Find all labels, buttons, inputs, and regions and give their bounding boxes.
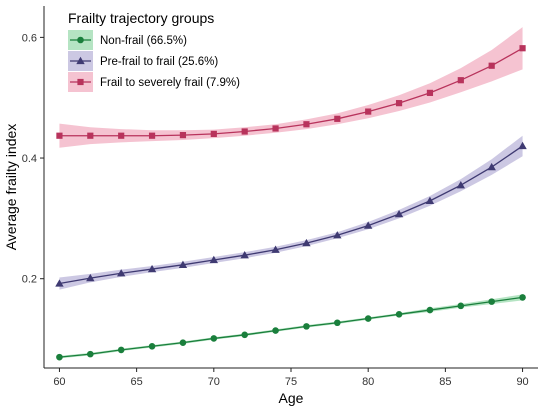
- data-point-series-2: [456, 180, 466, 189]
- x-tick-label: 65: [131, 376, 143, 388]
- data-point-series-2: [363, 221, 373, 229]
- series-line-1: [59, 296, 523, 358]
- data-point-series-1: [210, 335, 218, 342]
- data-point-series-3: [426, 89, 434, 96]
- data-point-series-2: [518, 141, 527, 150]
- data-point-series-1: [488, 298, 495, 305]
- data-point-series-1: [457, 302, 465, 310]
- data-point-series-1: [519, 294, 526, 301]
- data-point-series-1: [117, 346, 125, 354]
- data-point-series-1: [241, 331, 248, 339]
- data-point-series-2: [487, 162, 496, 171]
- data-point-series-2: [209, 255, 219, 264]
- data-point-series-1: [303, 323, 310, 330]
- data-point-series-2: [333, 231, 342, 239]
- axes: 60 65 70 75 80 85 90 0.2 0.4 0.6 Age Average fra…: [3, 6, 538, 406]
- x-axis-title: Age: [279, 390, 304, 406]
- confidence-band-series-2: [59, 135, 523, 290]
- data-point-series-3: [395, 100, 403, 107]
- series-line-3: [59, 47, 523, 137]
- x-tick-label: 90: [516, 376, 528, 388]
- y-ticks: 0.2 0.4 0.6: [22, 32, 44, 286]
- data-point-series-2: [86, 273, 95, 282]
- data-point-series-1: [87, 350, 94, 358]
- data-point-series-1: [426, 306, 434, 314]
- data-point-series-3: [210, 130, 217, 138]
- y-axis-title: Average frailty index: [3, 124, 19, 251]
- data-point-series-2: [425, 196, 435, 205]
- data-point-series-3: [303, 121, 310, 128]
- legend-key-marker-3: [77, 78, 84, 86]
- data-point-series-1: [364, 315, 372, 322]
- data-point-series-3: [488, 62, 495, 69]
- data-point-series-1: [334, 319, 341, 327]
- y-tick-label: 0.4: [22, 153, 37, 165]
- legend: Frailty trajectory groups Non-frail (66.…: [68, 10, 240, 92]
- confidence-band-series-1: [59, 294, 523, 359]
- y-tick-label: 0.6: [22, 32, 37, 44]
- data-point-series-1: [148, 342, 156, 350]
- data-point-series-2: [147, 264, 157, 273]
- data-point-series-3: [179, 132, 187, 139]
- data-point-series-2: [394, 209, 404, 218]
- data-point-series-2: [178, 260, 188, 268]
- legend-label-3: Frail to severely frail (7.9%): [100, 77, 240, 89]
- data-point-series-2: [271, 245, 280, 253]
- legend-key-marker-2: [76, 56, 85, 65]
- series-line-2: [59, 145, 523, 285]
- legend-title: Frailty trajectory groups: [68, 10, 214, 26]
- series-lines: [59, 47, 523, 358]
- legend-label-2: Pre-frail to frail (25.6%): [100, 56, 218, 68]
- data-point-series-3: [519, 45, 526, 52]
- y-tick-label: 0.2: [22, 274, 37, 286]
- data-point-series-2: [302, 238, 311, 247]
- x-tick-label: 60: [53, 376, 65, 388]
- data-point-series-2: [240, 250, 249, 259]
- x-tick-label: 85: [439, 376, 451, 388]
- data-point-series-3: [272, 125, 279, 132]
- data-point-series-1: [395, 311, 403, 318]
- data-point-series-1: [179, 339, 187, 346]
- x-ticks: 60 65 70 75 80 85 90: [53, 368, 529, 388]
- data-point-series-3: [457, 77, 464, 84]
- data-point-series-3: [118, 132, 125, 139]
- data-point-series-2: [116, 269, 126, 277]
- data-point-series-3: [56, 132, 63, 139]
- series-markers: [55, 45, 527, 361]
- legend-label-1: Non-frail (66.5%): [100, 35, 187, 47]
- data-point-series-1: [272, 327, 279, 334]
- data-point-series-3: [148, 132, 156, 139]
- legend-items: Non-frail (66.5%) Pre-frail to frail (25.…: [68, 30, 240, 92]
- data-point-series-3: [365, 108, 372, 115]
- data-point-series-2: [55, 279, 64, 287]
- x-tick-label: 75: [285, 376, 297, 388]
- data-point-series-3: [87, 132, 94, 139]
- data-point-series-1: [56, 353, 63, 361]
- x-tick-label: 70: [208, 376, 220, 388]
- data-point-series-3: [334, 115, 341, 122]
- x-tick-label: 80: [362, 376, 374, 388]
- data-point-series-3: [241, 128, 248, 135]
- legend-key-marker-1: [77, 36, 84, 44]
